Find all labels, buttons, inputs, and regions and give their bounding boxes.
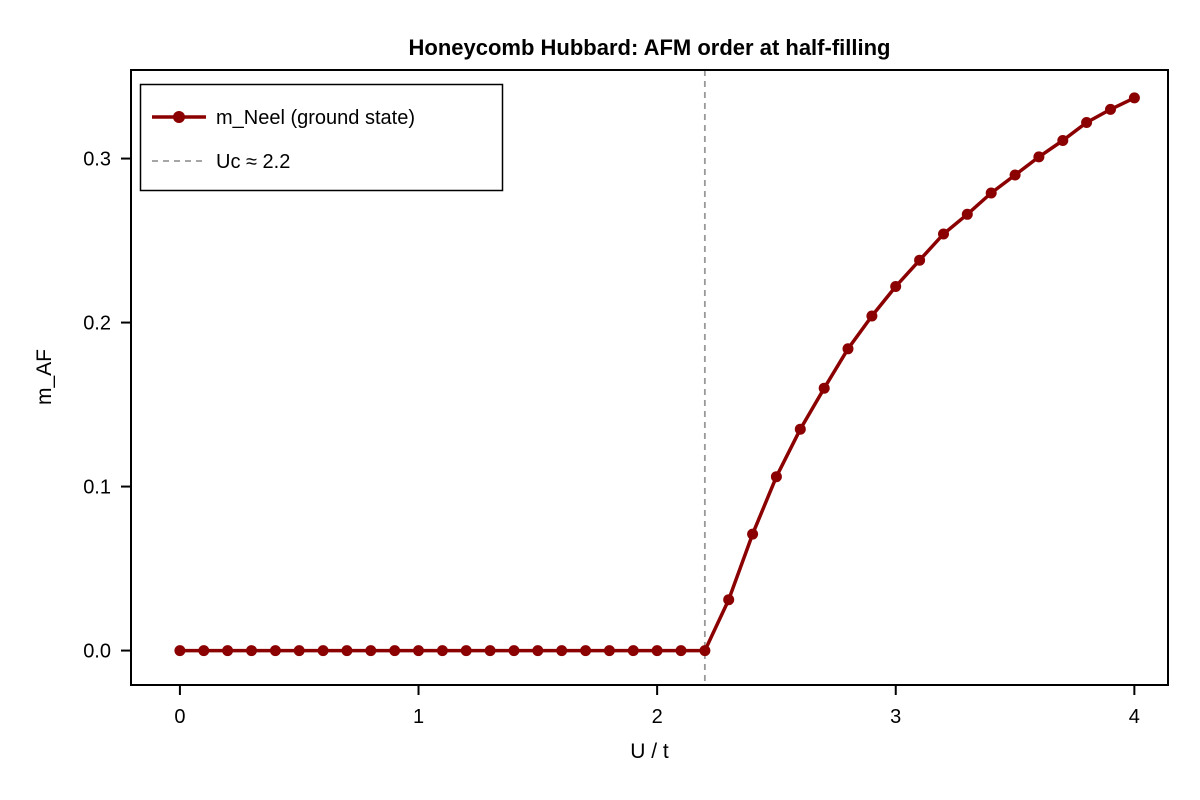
- x-tick-label: 2: [652, 706, 663, 728]
- data-point-marker: [747, 528, 759, 540]
- data-point-marker: [198, 645, 210, 657]
- data-point-marker: [842, 343, 854, 355]
- legend-entry-series: m_Neel (ground state): [152, 107, 415, 129]
- data-point-marker: [1033, 151, 1045, 163]
- legend-series-marker-sample: [173, 111, 185, 123]
- y-axis-label: m_AF: [33, 349, 56, 405]
- x-tick-label: 4: [1129, 706, 1140, 728]
- data-point-marker: [770, 471, 782, 483]
- data-point-marker: [460, 645, 472, 657]
- data-point-marker: [293, 645, 305, 657]
- legend-entry-vline: Uc ≈ 2.2: [152, 151, 290, 173]
- data-point-marker: [365, 645, 377, 657]
- data-point-marker: [413, 645, 424, 657]
- data-point-marker: [174, 645, 186, 657]
- legend: m_Neel (ground state) Uc ≈ 2.2: [139, 83, 504, 192]
- legend-label-series: m_Neel (ground state): [216, 107, 415, 129]
- data-point-marker: [603, 645, 615, 657]
- data-point-marker: [1057, 135, 1069, 146]
- y-tick-label: 0.1: [83, 477, 111, 499]
- axes-layer: 0 1 2 3 4 0.0 0.1 0.2 0.3: [83, 69, 1169, 728]
- data-point-marker: [866, 310, 878, 322]
- data-point-marker: [508, 645, 520, 657]
- data-point-marker: [1105, 103, 1116, 115]
- data-point-marker: [532, 645, 544, 657]
- data-point-marker: [1128, 92, 1140, 104]
- data-point-marker: [1081, 117, 1093, 128]
- data-point-marker: [794, 423, 806, 435]
- x-tick-label: 0: [174, 706, 185, 728]
- data-point-marker: [627, 645, 639, 657]
- data-point-marker: [890, 281, 902, 292]
- data-point-marker: [699, 645, 711, 657]
- data-point-marker: [723, 594, 735, 606]
- chart-title: Honeycomb Hubbard: AFM order at half-fil…: [409, 35, 891, 60]
- data-point-marker: [436, 645, 448, 657]
- data-point-marker: [914, 254, 926, 266]
- data-point-marker: [651, 645, 663, 657]
- plot-frame: [130, 69, 1169, 686]
- data-point-marker: [580, 645, 592, 657]
- data-point-marker: [818, 382, 830, 394]
- data-point-marker: [961, 208, 973, 220]
- data-point-marker: [938, 228, 949, 240]
- y-tick-label: 0.0: [83, 641, 111, 663]
- data-point-marker: [556, 645, 568, 657]
- data-point-marker: [389, 645, 401, 657]
- y-tick-label: 0.2: [83, 313, 111, 335]
- data-point-marker: [246, 645, 257, 657]
- data-point-marker: [484, 645, 496, 657]
- data-point-marker: [317, 645, 329, 657]
- x-axis-label: U / t: [630, 740, 669, 763]
- x-tick-label: 3: [890, 706, 901, 728]
- x-tick-label: 1: [413, 706, 424, 728]
- data-point-marker: [1009, 169, 1021, 181]
- data-point-marker: [675, 645, 687, 657]
- data-point-marker: [341, 645, 353, 657]
- legend-box: [139, 83, 504, 192]
- y-tick-label: 0.3: [83, 149, 111, 171]
- data-point-marker: [222, 645, 234, 657]
- legend-label-vline: Uc ≈ 2.2: [216, 151, 290, 173]
- series-layer: [174, 92, 1140, 657]
- data-point-marker: [269, 645, 281, 657]
- data-point-marker: [985, 187, 997, 199]
